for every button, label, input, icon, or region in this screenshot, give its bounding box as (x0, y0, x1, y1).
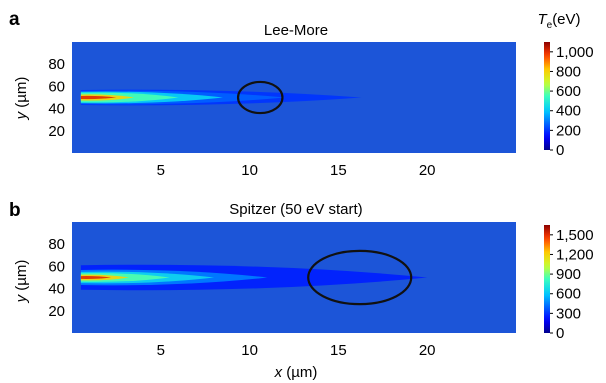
annotation-ellipse (236, 80, 284, 115)
y-axis-label: y (µm) (13, 77, 30, 121)
x-tick-label: 5 (157, 342, 165, 359)
x-tick-label: 20 (419, 162, 436, 179)
y-tick-label: 40 (48, 281, 65, 298)
colorbar-tick-label: 1,500 (556, 227, 594, 244)
colorbar-label: Te(eV) (537, 11, 580, 31)
colorbar: 0 200 400 600 800 1,000 (544, 42, 594, 159)
colorbar-gradient (544, 225, 550, 333)
y-tick-label: 80 (48, 56, 65, 73)
x-tick-label: 10 (241, 342, 258, 359)
colorbar-gradient (544, 42, 550, 150)
y-tick-label: 40 (48, 101, 65, 118)
panel-b: b Spitzer (50 eV start) 5 10 15 2020406080 … (9, 200, 594, 381)
panel-a: a Lee-More 5 10 15 20 20 40 60 80 y (µm) Te(eV)… (9, 9, 594, 179)
colorbar-tick-label: 1,000 (556, 44, 594, 61)
y-tick-label: 60 (48, 258, 65, 275)
y-tick-label: 20 (48, 123, 65, 140)
y-axis-label: y (µm) (13, 260, 30, 304)
colorbar-tick-label: 0 (556, 325, 564, 342)
panel-letter: a (9, 9, 20, 30)
axis-ticks: 5 10 15 20 20 40 60 80 (48, 56, 435, 179)
colorbar: 0 300 600 900 1,200 1,500 (544, 225, 594, 342)
x-axis-label: x (µm) (274, 364, 318, 381)
colorbar-tick-label: 800 (556, 63, 581, 80)
colorbar-tick-label: 300 (556, 305, 581, 322)
colorbar-tick-label: 600 (556, 286, 581, 303)
colorbar-tick-label: 600 (556, 83, 581, 100)
colorbar-tick-label: 0 (556, 142, 564, 159)
temperature-region-5 (80, 276, 112, 279)
x-tick-label: 15 (330, 342, 347, 359)
temperature-region-5 (80, 95, 117, 100)
colorbar-tick-label: 400 (556, 103, 581, 120)
plot-area (72, 222, 516, 333)
chart-title: Lee-More (264, 22, 328, 39)
y-tick-label: 80 (48, 236, 65, 253)
panel-letter: b (9, 200, 21, 221)
y-tick-label: 60 (48, 78, 65, 95)
y-tick-label: 20 (48, 303, 65, 320)
x-tick-label: 20 (419, 342, 436, 359)
x-tick-label: 10 (241, 162, 258, 179)
x-tick-label: 15 (330, 162, 347, 179)
annotation-ellipse (307, 249, 413, 306)
colorbar-tick-label: 900 (556, 266, 581, 283)
axis-ticks: 5 10 15 20 20 40 60 80 (48, 236, 435, 359)
colorbar-tick-label: 1,200 (556, 246, 594, 263)
colorbar-tick-label: 200 (556, 122, 581, 139)
plot-area (72, 42, 516, 153)
chart-title: Spitzer (50 eV start) (229, 201, 362, 218)
x-tick-label: 5 (157, 162, 165, 179)
